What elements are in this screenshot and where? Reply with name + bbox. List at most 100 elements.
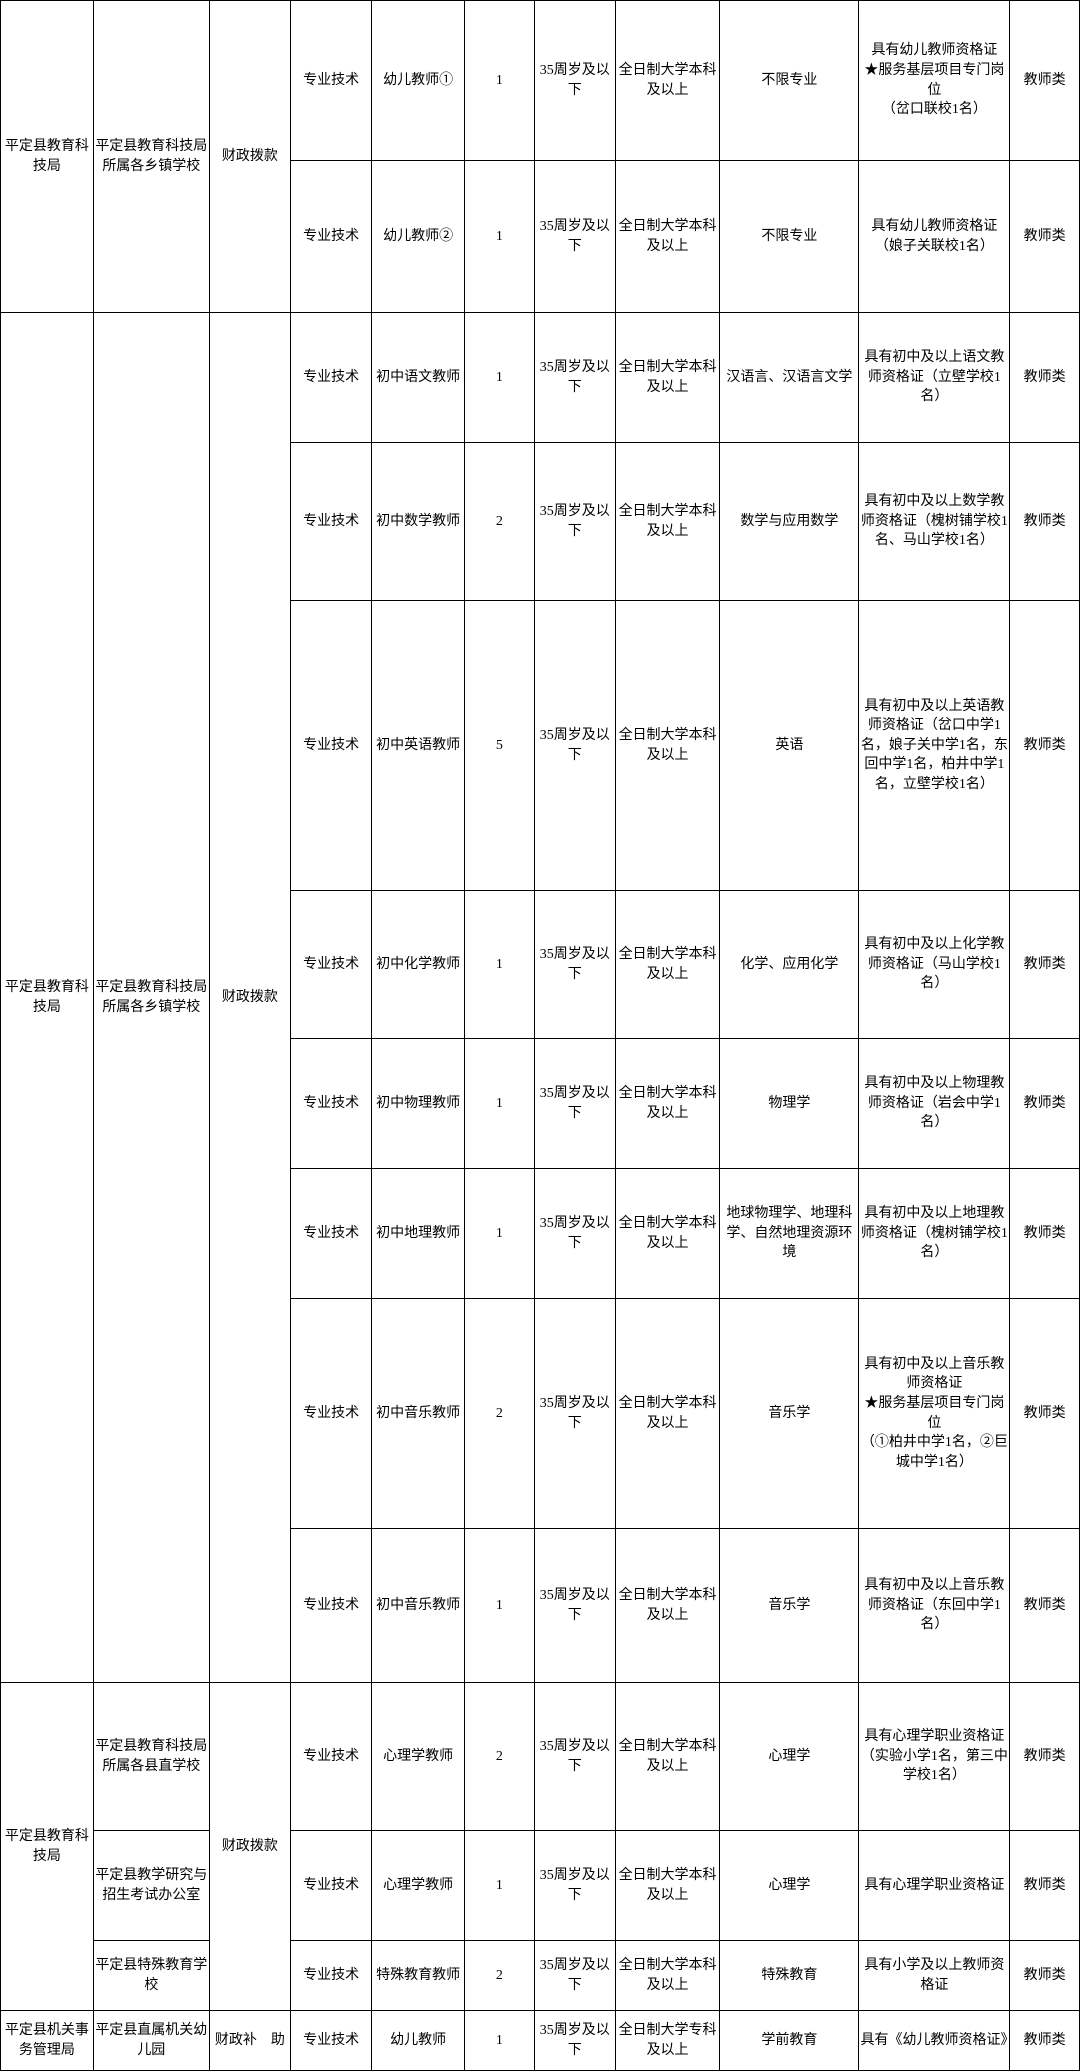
table-cell: 35周岁及以下 [534, 1039, 615, 1169]
table-row: 平定县特殊教育学校 专业技术特殊教育教师235周岁及以下全日制大学本科及以上特殊教… [1, 1941, 1080, 2011]
table-cell: 财政拨款 [209, 1683, 290, 2011]
table-cell: 1 [465, 313, 535, 443]
table-cell: 具有初中及以上英语教师资格证（岔口中学1名，娘子关中学1名，东回中学1名，柏井中… [859, 601, 1010, 891]
table-cell: 2 [465, 1941, 535, 2011]
table-cell: 教师类 [1010, 1683, 1080, 1831]
table-cell: 全日制大学本科及以上 [615, 1683, 719, 1831]
table-cell: 平定县教学研究与招生考试办公室 [93, 1831, 209, 1941]
table-cell: 具有幼儿教师资格证（娘子关联校1名） [859, 161, 1010, 313]
table-cell: 教师类 [1010, 313, 1080, 443]
table-cell: 全日制大学本科及以上 [615, 1299, 719, 1529]
table-cell: 35周岁及以下 [534, 1, 615, 161]
table-cell: 35周岁及以下 [534, 443, 615, 601]
table-cell: 专业技术 [291, 443, 372, 601]
table-cell: 物理学 [720, 1039, 859, 1169]
table-cell: 专业技术 [291, 601, 372, 891]
table-row: 平定县教育科技局平定县教育科技局所属各乡镇学校财政拨款专业技术初中语文教师135… [1, 313, 1080, 443]
table-cell: 教师类 [1010, 1529, 1080, 1683]
table-cell: 35周岁及以下 [534, 2011, 615, 2071]
table-cell: 1 [465, 891, 535, 1039]
table-cell: 全日制大学本科及以上 [615, 1, 719, 161]
table-cell: 心理学教师 [372, 1683, 465, 1831]
table-cell: 全日制大学本科及以上 [615, 1941, 719, 2011]
table-cell: 具有初中及以上音乐教师资格证（东回中学1名） [859, 1529, 1010, 1683]
table-cell: 专业技术 [291, 1529, 372, 1683]
table-cell: 具有初中及以上地理教师资格证（槐树铺学校1名） [859, 1169, 1010, 1299]
table-cell: 平定县机关事务管理局 [1, 2011, 94, 2071]
table-cell: 1 [465, 1039, 535, 1169]
table-cell: 具有初中及以上音乐教师资格证★服务基层项目专门岗位（①柏井中学1名，②巨城中学1… [859, 1299, 1010, 1529]
table-cell: 2 [465, 443, 535, 601]
table-cell: 专业技术 [291, 313, 372, 443]
table-cell: 具有初中及以上数学教师资格证（槐树铺学校1名、马山学校1名） [859, 443, 1010, 601]
table-cell: 教师类 [1010, 1169, 1080, 1299]
table-cell: 专业技术 [291, 1831, 372, 1941]
table-cell: 初中地理教师 [372, 1169, 465, 1299]
table-cell: 全日制大学本科及以上 [615, 443, 719, 601]
table-cell: 教师类 [1010, 1831, 1080, 1941]
table-cell: 教师类 [1010, 1941, 1080, 2011]
table-cell: 35周岁及以下 [534, 1529, 615, 1683]
table-cell: 财政拨款 [209, 1, 290, 313]
table-cell: 幼儿教师② [372, 161, 465, 313]
table-cell: 专业技术 [291, 1169, 372, 1299]
table-cell: 化学、应用化学 [720, 891, 859, 1039]
table-cell: 1 [465, 2011, 535, 2071]
table-cell: 初中音乐教师 [372, 1299, 465, 1529]
table-cell: 平定县教育科技局所属各县直学校 [93, 1683, 209, 1831]
table-cell: 1 [465, 1, 535, 161]
table-cell: 专业技术 [291, 1, 372, 161]
table-cell: 学前教育 [720, 2011, 859, 2071]
table-cell: 心理学 [720, 1831, 859, 1941]
table-cell: 1 [465, 1169, 535, 1299]
table-cell: 平定县直属机关幼儿园 [93, 2011, 209, 2071]
table-cell: 初中物理教师 [372, 1039, 465, 1169]
table-cell: 具有小学及以上教师资格证 [859, 1941, 1010, 2011]
table-cell: 特殊教育教师 [372, 1941, 465, 2011]
table-cell: 全日制大学本科及以上 [615, 1529, 719, 1683]
table-cell: 具有《幼儿教师资格证》 [859, 2011, 1010, 2071]
recruitment-table: 平定县教育科技局平定县教育科技局所属各乡镇学校财政拨款专业技术幼儿教师①135周… [0, 0, 1080, 2071]
table-cell: 教师类 [1010, 1, 1080, 161]
table-cell: 平定县教育科技局 [1, 313, 94, 1683]
table-cell: 专业技术 [291, 161, 372, 313]
table-cell: 幼儿教师① [372, 1, 465, 161]
table-cell: 教师类 [1010, 891, 1080, 1039]
table-cell: 平定县教育科技局 [1, 1683, 94, 2011]
table-cell: 教师类 [1010, 161, 1080, 313]
table-cell: 平定县特殊教育学校 [93, 1941, 209, 2011]
table-cell: 专业技术 [291, 1299, 372, 1529]
table-cell: 全日制大学本科及以上 [615, 161, 719, 313]
table-cell: 全日制大学本科及以上 [615, 313, 719, 443]
table-cell: 全日制大学本科及以上 [615, 1169, 719, 1299]
table-cell: 具有初中及以上语文教师资格证（立壁学校1名） [859, 313, 1010, 443]
table-cell: 数学与应用数学 [720, 443, 859, 601]
table-row: 平定县教学研究与招生考试办公室专业技术心理学教师135周岁及以下全日制大学本科及… [1, 1831, 1080, 1941]
table-cell: 35周岁及以下 [534, 1831, 615, 1941]
table-cell: 35周岁及以下 [534, 1941, 615, 2011]
table-cell: 35周岁及以下 [534, 1683, 615, 1831]
table-cell: 财政拨款 [209, 313, 290, 1683]
table-cell: 教师类 [1010, 1039, 1080, 1169]
table-cell: 教师类 [1010, 2011, 1080, 2071]
table-cell: 幼儿教师 [372, 2011, 465, 2071]
table-cell: 具有初中及以上化学教师资格证（马山学校1名） [859, 891, 1010, 1039]
table-cell: 特殊教育 [720, 1941, 859, 2011]
table-cell: 心理学 [720, 1683, 859, 1831]
table-cell: 地球物理学、地理科学、自然地理资源环境 [720, 1169, 859, 1299]
table-cell: 初中英语教师 [372, 601, 465, 891]
table-row: 平定县教育科技局平定县教育科技局所属各乡镇学校财政拨款专业技术幼儿教师①135周… [1, 1, 1080, 161]
table-cell: 1 [465, 161, 535, 313]
table-cell: 财政补 助 [209, 2011, 290, 2071]
table-cell: 平定县教育科技局所属各乡镇学校 [93, 313, 209, 1683]
table-cell: 1 [465, 1529, 535, 1683]
table-cell: 5 [465, 601, 535, 891]
table-cell: 2 [465, 1683, 535, 1831]
table-cell: 专业技术 [291, 1683, 372, 1831]
table-cell: 初中化学教师 [372, 891, 465, 1039]
table-cell: 2 [465, 1299, 535, 1529]
table-cell: 汉语言、汉语言文学 [720, 313, 859, 443]
table-cell: 专业技术 [291, 1941, 372, 2011]
table-cell: 专业技术 [291, 2011, 372, 2071]
table-cell: 平定县教育科技局 [1, 1, 94, 313]
